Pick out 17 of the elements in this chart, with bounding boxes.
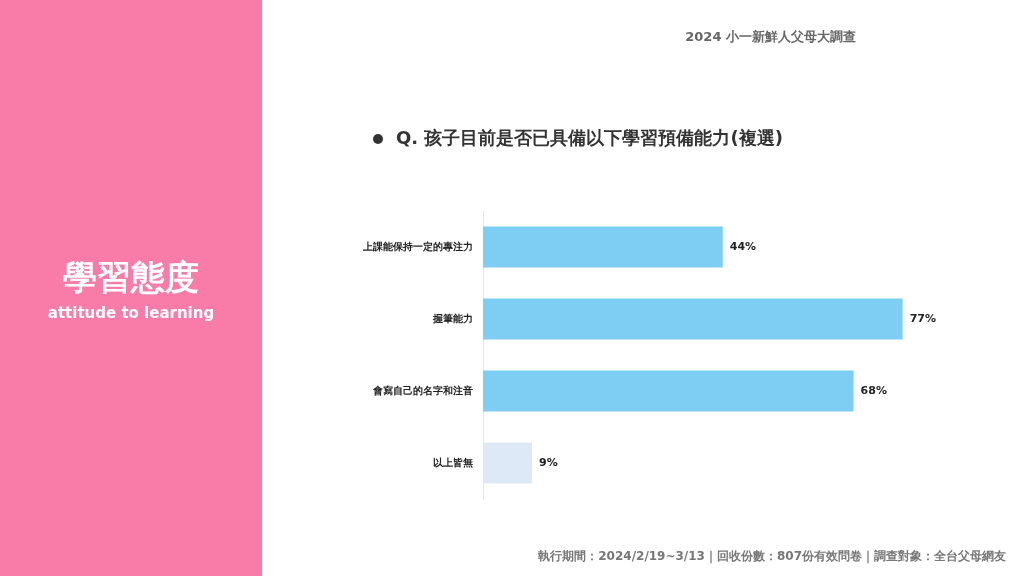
bar — [483, 442, 533, 484]
text: 執行期間：2024/2/19~3/13｜回收份數：807份有效問卷｜調查對象：全台父母網友 — [538, 548, 1006, 565]
data-label: 44% — [729, 239, 757, 253]
y-tick-label: 上課能保持一定的專注力 — [362, 240, 473, 252]
data-label: 9% — [539, 455, 558, 469]
y-tick-label: 會寫自己的名字和注音 — [372, 384, 473, 396]
text: 學習態度 — [62, 256, 200, 299]
text: 2024 小一新鮮人父母大調查 — [685, 28, 856, 46]
chart-title: Q. 孩子目前是否已具備以下學習預備能力(複選) — [396, 126, 783, 150]
data-label: 68% — [860, 383, 887, 397]
data-label: 77% — [909, 311, 936, 325]
y-tick-label: 握筆能力 — [432, 312, 473, 324]
bar — [483, 370, 854, 412]
y-tick-label: 以上皆無 — [433, 456, 473, 468]
bar — [483, 226, 723, 268]
bar — [483, 298, 903, 340]
text: attitude to learning — [46, 304, 216, 322]
